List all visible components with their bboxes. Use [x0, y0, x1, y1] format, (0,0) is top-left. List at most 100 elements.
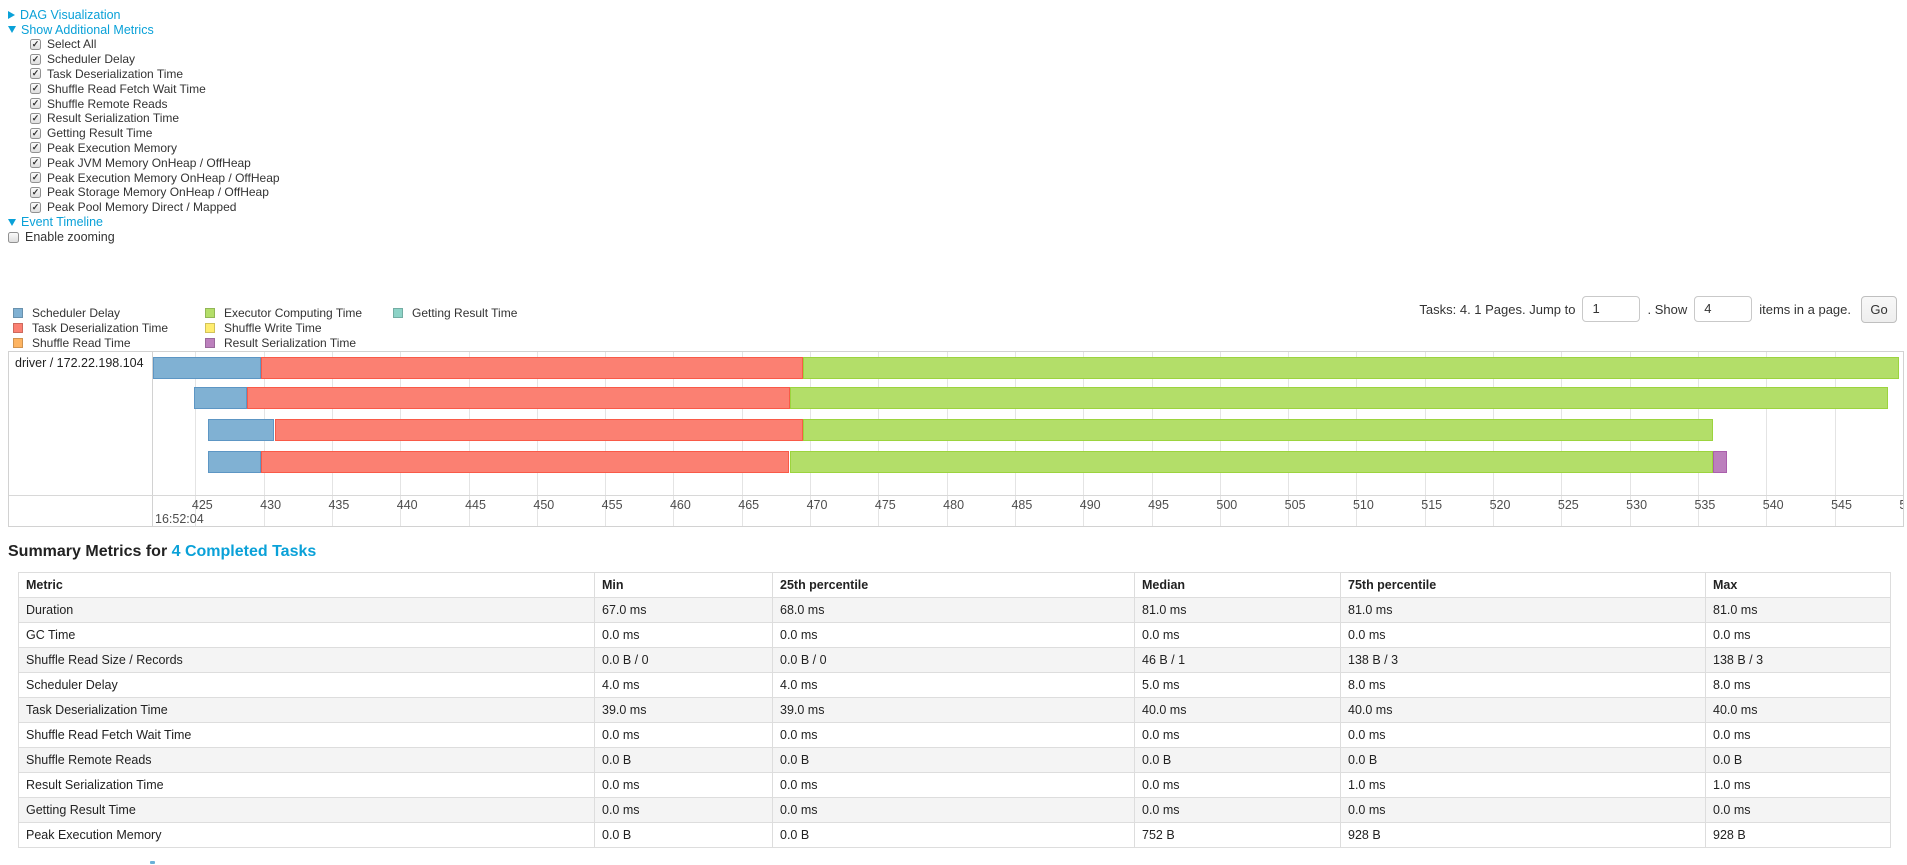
completed-tasks-link[interactable]: 4 Completed Tasks — [171, 542, 317, 560]
task-bar-result-serialization[interactable] — [1713, 450, 1727, 473]
summary-row: Shuffle Read Fetch Wait Time 0.0 ms 0.0 ms… — [18, 721, 1891, 748]
metric-value-cell: 0.0 ms — [1340, 721, 1706, 748]
dag-visualization-link[interactable]: DAG Visualization — [20, 7, 121, 22]
summary-row: Scheduler Delay 4.0 ms 4.0 ms 5.0 ms 8.0 ms 8… — [18, 671, 1891, 698]
metric-checkbox[interactable] — [30, 186, 41, 198]
show-additional-metrics-link[interactable]: Show Additional Metrics — [21, 22, 154, 37]
metric-checkbox[interactable] — [30, 38, 41, 50]
metric-value-cell: 4.0 ms — [772, 671, 1135, 698]
legend-label: Shuffle Write Time — [224, 321, 322, 336]
result-serialization-swatch — [205, 338, 215, 349]
metric-checkbox[interactable] — [30, 201, 41, 213]
scheduler-delay-swatch — [13, 308, 23, 319]
legend-label: Result Serialization Time — [224, 336, 357, 351]
metric-value-cell: 0.0 B — [1705, 746, 1891, 773]
timeline-legend: Scheduler Delay Task Deserialization Time… — [13, 294, 517, 351]
metric-value-cell: 0.0 ms — [1340, 621, 1706, 648]
summary-col-header: Max — [1705, 571, 1891, 598]
task-bar-executor-computing[interactable] — [789, 386, 1888, 409]
metric-value-cell: 0.0 ms — [1134, 796, 1341, 823]
metric-checkbox[interactable] — [30, 172, 41, 184]
task-bar-executor-computing[interactable] — [789, 450, 1713, 473]
metric-checkbox-item: Peak Storage Memory OnHeap / OffHeap — [30, 185, 1907, 200]
tasks-count-text: Tasks: 4. 1 Pages. Jump to — [1419, 301, 1576, 317]
enable-zooming-checkbox[interactable] — [8, 231, 19, 243]
metric-checkbox[interactable] — [30, 68, 41, 80]
dag-visualization-toggle[interactable]: DAG Visualization — [8, 7, 1907, 22]
metric-name-cell: Duration — [18, 596, 595, 623]
metric-checkbox[interactable] — [30, 157, 41, 169]
summary-row: Duration 67.0 ms 68.0 ms 81.0 ms 81.0 ms 81.0… — [18, 596, 1891, 623]
metric-checkbox[interactable] — [30, 112, 41, 124]
items-per-page-input[interactable] — [1694, 295, 1753, 322]
metric-value-cell: 40.0 ms — [1340, 696, 1706, 723]
jump-to-page-input[interactable] — [1582, 295, 1641, 322]
metric-checkbox-item: Shuffle Read Fetch Wait Time — [30, 81, 1907, 96]
metric-value-cell: 81.0 ms — [1134, 596, 1341, 623]
task-bar-task-deserialization[interactable] — [247, 386, 790, 409]
task-bar-executor-computing[interactable] — [803, 418, 1713, 441]
task-bar-scheduler-delay[interactable] — [153, 356, 261, 379]
metric-checkbox[interactable] — [30, 142, 41, 154]
metric-checkbox[interactable] — [30, 127, 41, 139]
axis-tick-label: 460 — [669, 497, 691, 512]
metric-name-cell: Scheduler Delay — [18, 671, 595, 698]
metric-value-cell: 0.0 ms — [1705, 721, 1891, 748]
metric-value-cell: 0.0 ms — [772, 621, 1135, 648]
summary-row: GC Time 0.0 ms 0.0 ms 0.0 ms 0.0 ms 0.0 ms — [18, 621, 1891, 648]
task-bar-task-deserialization[interactable] — [260, 356, 804, 379]
axis-tick-label: 505 — [1284, 497, 1306, 512]
task-bar-executor-computing[interactable] — [803, 356, 1899, 379]
go-button[interactable]: Go — [1861, 295, 1897, 323]
metric-name-cell: Shuffle Read Fetch Wait Time — [18, 721, 595, 748]
summary-row: Getting Result Time 0.0 ms 0.0 ms 0.0 ms 0.0… — [18, 796, 1891, 823]
task-bar-scheduler-delay[interactable] — [207, 450, 261, 473]
metric-value-cell: 0.0 ms — [594, 721, 773, 748]
metric-name-cell: Shuffle Remote Reads — [18, 746, 595, 773]
metric-value-cell: 0.0 ms — [1134, 771, 1341, 798]
metric-checkbox-label: Peak Pool Memory Direct / Mapped — [47, 200, 237, 215]
axis-tick-label: 425 — [191, 497, 213, 512]
metric-checkbox-label: Peak Execution Memory OnHeap / OffHeap — [47, 170, 280, 185]
axis-tick-label: 455 — [601, 497, 623, 512]
summary-metrics-table: Metric Min 25th percentile Median 75th perce… — [18, 571, 1891, 848]
task-bar-scheduler-delay[interactable] — [207, 418, 275, 441]
axis-tick-label: 535 — [1694, 497, 1716, 512]
metric-value-cell: 0.0 ms — [1705, 621, 1891, 648]
event-timeline-toggle[interactable]: Event Timeline — [8, 215, 1907, 230]
summary-row: Shuffle Remote Reads 0.0 B 0.0 B 0.0 B 0.0 B… — [18, 746, 1891, 773]
metric-value-cell: 928 B — [1340, 821, 1706, 848]
metric-checkbox[interactable] — [30, 53, 41, 65]
task-bar-task-deserialization[interactable] — [274, 418, 804, 441]
axis-tick-label: 545 — [1831, 497, 1852, 512]
metric-checkbox-item: Peak Execution Memory OnHeap / OffHeap — [30, 170, 1907, 185]
event-timeline-link[interactable]: Event Timeline — [21, 215, 103, 230]
legend-label: Shuffle Read Time — [32, 336, 131, 351]
metric-value-cell: 0.0 ms — [1340, 796, 1706, 823]
metric-checkbox[interactable] — [30, 98, 41, 110]
task-bar-scheduler-delay[interactable] — [194, 386, 248, 409]
stage-page-controls: DAG Visualization Show Additional Metric… — [0, 0, 1907, 245]
legend-item: Getting Result Time — [393, 306, 517, 321]
show-additional-metrics-toggle[interactable]: Show Additional Metrics — [8, 22, 1907, 37]
task-bar-task-deserialization[interactable] — [260, 450, 790, 473]
axis-tick-label: 525 — [1557, 497, 1579, 512]
metric-value-cell: 40.0 ms — [1705, 696, 1891, 723]
metric-checkbox-item: Shuffle Remote Reads — [30, 96, 1907, 111]
metric-value-cell: 81.0 ms — [1705, 596, 1891, 623]
legend-item: Scheduler Delay — [13, 306, 205, 321]
metric-value-cell: 5.0 ms — [1134, 671, 1341, 698]
shuffle-write-swatch — [205, 323, 215, 334]
metric-name-cell: Getting Result Time — [18, 796, 595, 823]
legend-label: Getting Result Time — [412, 306, 518, 321]
axis-tick-label: 430 — [260, 497, 282, 512]
summary-col-header: 75th percentile — [1340, 571, 1706, 598]
axis-tick-label: 515 — [1421, 497, 1443, 512]
getting-result-swatch — [393, 308, 403, 319]
axis-tick-label: 530 — [1626, 497, 1648, 512]
metric-checkbox[interactable] — [30, 83, 41, 95]
axis-tick-label: 440 — [396, 497, 418, 512]
metric-value-cell: 0.0 B / 0 — [594, 646, 773, 673]
axis-tick-label: 490 — [1079, 497, 1101, 512]
